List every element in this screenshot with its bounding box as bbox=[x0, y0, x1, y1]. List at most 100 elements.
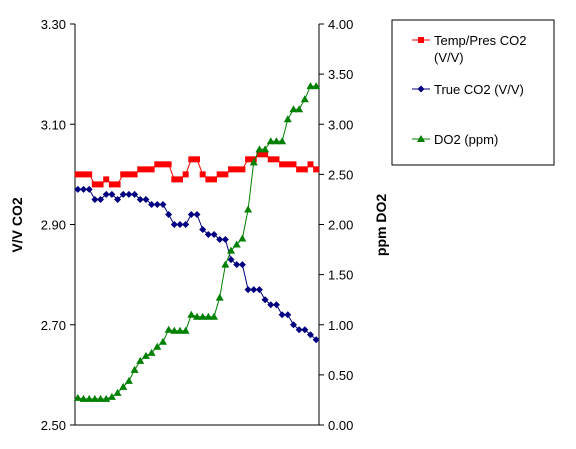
data-point bbox=[267, 156, 274, 163]
data-point bbox=[245, 156, 252, 163]
data-point bbox=[295, 105, 304, 113]
data-point bbox=[233, 261, 241, 269]
data-point bbox=[102, 394, 111, 402]
data-point bbox=[313, 166, 320, 173]
right-tick-label: 3.50 bbox=[328, 67, 353, 82]
data-point bbox=[290, 161, 297, 168]
data-point bbox=[221, 236, 229, 244]
data-point bbox=[158, 337, 167, 345]
data-point bbox=[113, 388, 122, 396]
data-point bbox=[306, 331, 314, 339]
data-point bbox=[142, 195, 150, 203]
right-tick-label: 1.50 bbox=[328, 268, 353, 283]
data-point bbox=[108, 181, 115, 188]
y-axis-title-left: V/V CO2 bbox=[9, 197, 25, 252]
data-point bbox=[131, 171, 138, 178]
left-tick-label: 2.50 bbox=[41, 418, 66, 433]
data-point bbox=[216, 171, 223, 178]
data-point bbox=[210, 231, 218, 239]
data-point bbox=[86, 171, 93, 178]
data-point bbox=[272, 137, 281, 145]
data-point bbox=[244, 205, 253, 213]
data-point bbox=[80, 185, 88, 193]
right-tick-label: 1.00 bbox=[328, 318, 353, 333]
data-point bbox=[198, 312, 207, 320]
legend-item-0: Temp/Pres CO2 (V/V) bbox=[412, 33, 526, 65]
data-point bbox=[181, 326, 190, 334]
legend-marker bbox=[417, 135, 425, 142]
series-0 bbox=[74, 151, 320, 188]
data-point bbox=[159, 161, 166, 168]
left-tick-label: 3.10 bbox=[41, 117, 66, 132]
data-point bbox=[255, 286, 263, 294]
data-point bbox=[154, 161, 161, 168]
data-point bbox=[301, 326, 309, 334]
data-point bbox=[170, 221, 178, 228]
data-point bbox=[91, 181, 98, 188]
data-point bbox=[159, 200, 167, 208]
right-tick-label: 4.00 bbox=[328, 17, 353, 32]
data-point bbox=[284, 311, 292, 319]
right-tick-label: 0.00 bbox=[328, 418, 353, 433]
data-point bbox=[119, 190, 127, 198]
data-point bbox=[108, 190, 116, 198]
data-point bbox=[171, 176, 178, 183]
data-point bbox=[204, 312, 213, 320]
legend-item-1: True CO2 (V/V) bbox=[412, 82, 524, 97]
data-point bbox=[165, 161, 172, 168]
data-point bbox=[283, 115, 292, 123]
left-tick-label: 3.30 bbox=[41, 17, 66, 32]
data-point bbox=[175, 326, 184, 334]
data-point bbox=[306, 82, 315, 90]
data-point bbox=[278, 137, 287, 145]
data-point bbox=[295, 326, 303, 334]
series-2 bbox=[73, 82, 321, 402]
data-point bbox=[147, 348, 156, 356]
data-point bbox=[187, 210, 195, 218]
data-point bbox=[300, 95, 309, 103]
data-point bbox=[103, 176, 110, 183]
data-point bbox=[142, 166, 149, 173]
data-point bbox=[312, 82, 321, 90]
right-tick-label: 2.00 bbox=[328, 218, 353, 233]
data-point bbox=[238, 261, 246, 269]
data-point bbox=[125, 190, 133, 198]
data-point bbox=[284, 161, 291, 168]
legend-marker bbox=[417, 85, 425, 93]
data-point bbox=[215, 293, 224, 301]
data-point bbox=[141, 351, 150, 359]
data-point bbox=[164, 325, 173, 333]
legend-label: DO2 (ppm) bbox=[434, 132, 498, 147]
data-point bbox=[107, 392, 116, 400]
right-tick-label: 0.50 bbox=[328, 368, 353, 383]
data-point bbox=[289, 321, 297, 329]
data-point bbox=[193, 210, 201, 218]
data-point bbox=[232, 240, 241, 248]
data-point bbox=[136, 195, 144, 203]
left-tick-label: 2.90 bbox=[41, 218, 66, 233]
data-point bbox=[273, 156, 280, 163]
data-point bbox=[137, 166, 144, 173]
data-point bbox=[97, 181, 104, 188]
data-point bbox=[85, 394, 94, 402]
data-point bbox=[91, 195, 99, 203]
data-point bbox=[165, 210, 173, 218]
data-point bbox=[272, 301, 280, 309]
data-point bbox=[130, 365, 139, 373]
data-point bbox=[244, 286, 252, 294]
data-point bbox=[176, 221, 184, 228]
data-point bbox=[312, 336, 320, 344]
legend-label: True CO2 (V/V) bbox=[434, 82, 524, 97]
data-point bbox=[74, 185, 82, 193]
data-point bbox=[267, 301, 275, 309]
legend-label: (V/V) bbox=[434, 50, 464, 65]
data-point bbox=[90, 394, 99, 402]
data-point bbox=[148, 166, 155, 173]
data-point bbox=[307, 161, 314, 168]
data-point bbox=[278, 311, 286, 319]
data-point bbox=[125, 171, 132, 178]
data-point bbox=[194, 156, 200, 163]
axes: 2.50 2.70 2.90 3.10 3.30 0.00 0.50 1.00 1.50 2.00… bbox=[41, 17, 354, 433]
series-line bbox=[77, 85, 317, 400]
data-point bbox=[199, 226, 207, 234]
